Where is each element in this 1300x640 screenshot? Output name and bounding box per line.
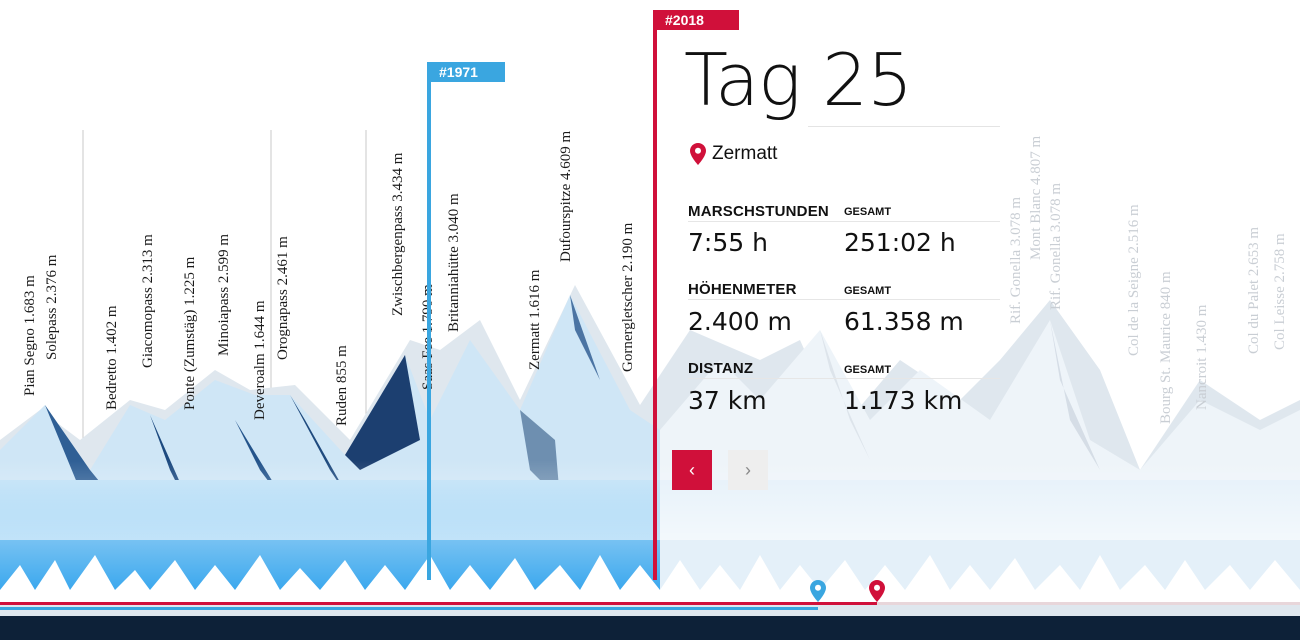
year-flag-1971[interactable]: #1971 [427,62,515,82]
peak-label: Bedretto 1.402 m [104,305,120,410]
peak-label: Solepass 2.376 m [44,254,60,360]
peak-label: Bourg St. Maurice 840 m [1158,271,1174,424]
flag-tail [739,10,749,30]
peak-label: Giacomopass 2.313 m [140,234,156,368]
flag-pole-1971 [427,62,431,580]
peak-label: Rif. Gonella 3.078 m [1048,182,1064,310]
footer-bar [0,616,1300,640]
peak-label: Rif. Gonella 3.078 m [1008,196,1024,324]
stat-divider [688,221,1000,222]
peak-label: Mont Blanc 4.807 m [1028,135,1044,260]
peak-label: Col de la Seigne 2.516 m [1126,204,1142,356]
peak-label: Orognapass 2.461 m [275,236,291,360]
peak-label: Britanniahütte 3.040 m [446,193,462,332]
location: Zermatt [690,143,777,165]
peak-label: Zwischbergenpass 3.434 m [390,152,406,316]
chevron-left-icon: ‹ [689,459,695,480]
stat-sub-label: GESAMT [844,285,892,297]
year-flag-2018[interactable]: #2018 [653,10,749,30]
next-day-button[interactable]: › [728,450,768,490]
stat-total: 61.358 m [844,307,964,336]
prev-day-button[interactable]: ‹ [672,450,712,490]
peak-label: Ruden 855 m [334,345,350,426]
peak-label: Gornergletscher 2.190 m [620,222,636,372]
stat-divider [688,299,1000,300]
peak-label: Ponte (Zumstäg) 1.225 m [182,256,198,410]
timeline-marker-icon[interactable] [810,580,826,602]
flag-label: #1971 [439,64,478,80]
stat-label: MARSCHSTUNDEN [688,203,829,220]
stat-value: 37 km [688,386,767,415]
stat-value: 7:55 h [688,228,768,257]
stat-label: DISTANZ [688,360,754,377]
peak-label: Dufourspitze 4.609 m [558,130,574,262]
title-divider [808,126,1000,127]
day-title: Tag 25 [684,38,913,122]
stat-total: 1.173 km [844,386,963,415]
peak-label: Col du Palet 2.653 m [1246,226,1262,354]
stat-divider [688,378,1000,379]
timeline-marker-icon[interactable] [869,580,885,602]
peak-label: Nancroit 1.430 m [1194,304,1210,410]
peak-label: Pian Segno 1.683 m [22,275,38,396]
stat-label: HÖHENMETER [688,281,797,298]
location-name: Zermatt [712,143,778,164]
stat-sub-label: GESAMT [844,364,892,376]
flag-pole-2018 [653,10,657,580]
peak-label: Deveroalm 1.644 m [252,300,268,420]
flag-tail [505,62,515,82]
peak-label: Zermatt 1.616 m [527,269,543,370]
peak-label: Col Leisse 2.758 m [1272,233,1288,350]
flag-label: #2018 [665,12,704,28]
peak-label: Minoiapass 2.599 m [216,233,232,356]
stat-value: 2.400 m [688,307,792,336]
location-pin-icon [690,143,706,165]
stat-sub-label: GESAMT [844,206,892,218]
timeline-bar[interactable] [0,600,1300,618]
stat-total: 251:02 h [844,228,956,257]
chevron-right-icon: › [745,459,751,480]
